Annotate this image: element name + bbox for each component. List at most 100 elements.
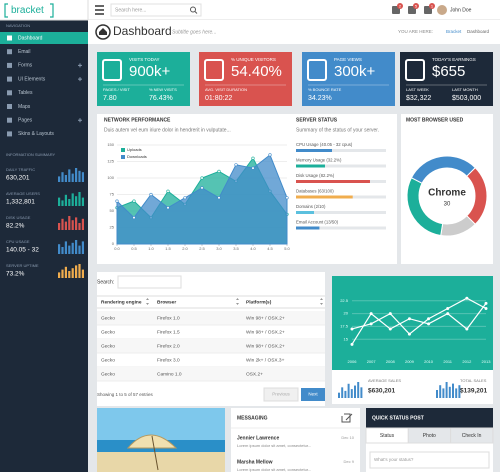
point [115,199,119,203]
point [251,166,255,170]
breadcrumb-link[interactable]: Bracket [446,29,462,34]
tab[interactable] [450,427,494,444]
sparkbar [68,271,71,278]
summary-value: 82.2% [6,223,25,230]
table-cell: Camino 1.0 [157,371,182,377]
nav-item[interactable]: Dashboard [18,35,43,41]
user-name[interactable]: John Doe [450,7,472,13]
point [200,186,204,190]
sparkbar [61,269,64,278]
sparkbar [64,175,67,182]
y-tick-label: 50 [110,208,115,213]
sparkbar [71,220,74,230]
x-tick-label: 2008 [386,359,396,364]
progress-label: Email Account (13/50) [296,220,339,225]
summary-label: DISK USAGE [6,215,31,220]
badge-count: 2 [399,3,402,8]
y-tick-label: 17.5 [340,323,349,328]
table-cell: Gecko [101,343,115,349]
page-title: Dashboard [113,24,172,38]
table-cell: Firefox 1.5 [157,329,180,335]
progress-bar [296,164,325,168]
avatar[interactable] [437,5,447,15]
nav-item[interactable]: UI Elements [18,76,46,82]
sort-icon [236,298,239,305]
sparkbar [448,386,451,398]
column-header[interactable]: Browser [157,299,176,305]
legend-swatch [121,148,125,152]
menu-toggle[interactable] [95,5,104,15]
point [350,342,354,346]
search-box[interactable] [110,3,202,17]
point [465,296,469,300]
progress-label: Disk Usage (82.2%) [296,173,335,178]
badge [413,3,419,9]
progress-label: Memory Usage (32.2%) [296,158,342,163]
tile-icon [307,59,327,81]
sparkbar [68,199,71,206]
point [465,327,469,331]
status-input[interactable] [369,451,490,469]
sparkbar [341,387,344,398]
tile-sub-value: $32,322 [406,95,431,102]
panel-title: NETWORK PERFORMANCE [104,117,171,123]
x-tick-label: 2007 [367,359,377,364]
nav-item[interactable]: Tables [18,90,33,96]
sparkbar [354,385,356,398]
nav-icon [7,49,12,55]
progress-bar [296,211,314,214]
breadcrumb-label: YOU ARE HERE: [398,29,433,34]
nav-item[interactable]: Forms [18,63,33,69]
progress-bar [296,149,332,152]
nav-active [0,32,88,44]
sparkbar [58,197,61,206]
compose-icon[interactable] [341,413,353,423]
point [166,206,170,210]
tile-sub-label: LAST WEEK [406,87,429,92]
search-icon [190,6,196,13]
sparkbar [68,169,71,182]
badge [429,3,435,9]
message-date: Dec 10 [341,435,354,440]
tile-sub-label: LAST MONTH [452,87,478,92]
nav-item[interactable]: Email [18,49,31,55]
message-sender[interactable]: Jennier Lawrence [237,435,279,441]
pager-next[interactable]: Next [308,392,318,397]
tab-label[interactable]: Photo [423,433,436,439]
point [251,156,255,160]
nav-item[interactable]: Maps [18,104,31,110]
tile-icon [405,59,425,81]
search-input[interactable] [117,275,182,289]
tab-label[interactable]: Check In [462,433,482,439]
table-cell: OSX.2+ [246,371,263,377]
tile-value: 300k+ [334,63,376,80]
point [446,312,450,316]
point [484,301,488,305]
pager-previous[interactable]: Previous [272,392,290,397]
breadcrumb-current: Dashboard [467,29,490,34]
sparkbar [78,245,81,254]
sparkbar [338,392,340,398]
panel-title: SERVER STATUS [296,117,338,123]
page-header [88,20,500,44]
message-sender[interactable]: Marsha Mellow [237,459,273,465]
x-tick-label: 0.5 [131,246,137,251]
point [369,322,373,326]
nav-item[interactable]: Pages [18,118,33,124]
x-tick-label: 2013 [482,359,492,364]
sparkbar [78,223,81,230]
column-header[interactable]: Platform(s) [246,299,272,305]
logo: bracket [11,5,44,16]
sparkbar [68,245,71,254]
nav-item[interactable]: Skins & Layouts [18,131,54,137]
pager-button[interactable] [301,388,325,401]
sparkbar [58,223,61,230]
y-tick-label: 150 [107,142,114,147]
tile-label: VISITS TODAY [129,57,160,62]
tab-label[interactable]: Status [380,433,395,439]
tile-value: 900k+ [129,63,171,80]
sparkbar [357,382,360,398]
pager-button[interactable] [263,387,299,402]
column-header[interactable]: Rendering engine [101,299,142,305]
tile-sub-value: 01:80:22 [205,95,232,102]
